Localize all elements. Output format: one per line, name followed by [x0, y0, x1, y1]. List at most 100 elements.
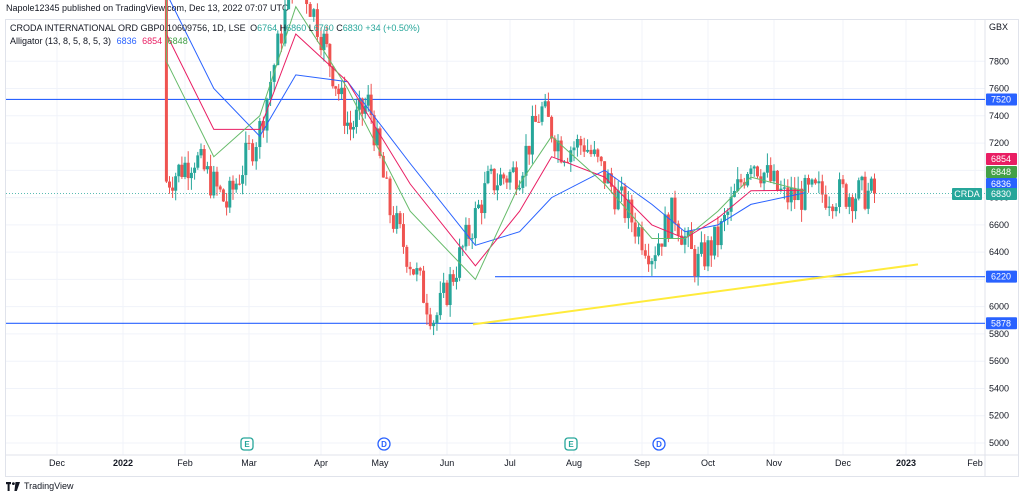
candle-body[interactable]	[489, 168, 493, 172]
candle-body[interactable]	[276, 33, 280, 66]
candle-body[interactable]	[408, 266, 412, 270]
candle-body[interactable]	[831, 206, 835, 212]
candle-body[interactable]	[869, 178, 873, 191]
candle-body[interactable]	[511, 167, 515, 172]
alligator-teeth-line[interactable]	[165, 0, 806, 267]
candle-body[interactable]	[205, 166, 209, 170]
candle-body[interactable]	[834, 206, 838, 212]
candle-body[interactable]	[189, 172, 193, 179]
candle-body[interactable]	[283, 9, 287, 44]
candle-body[interactable]	[530, 115, 534, 155]
candle-body[interactable]	[660, 243, 664, 247]
candle-body[interactable]	[495, 185, 499, 191]
candle-body[interactable]	[461, 246, 465, 248]
candle-body[interactable]	[405, 246, 409, 267]
candle-body[interactable]	[349, 122, 352, 130]
candle-body[interactable]	[334, 86, 338, 89]
candle-body[interactable]	[508, 171, 512, 183]
candle-body[interactable]	[847, 197, 851, 207]
candle-body[interactable]	[800, 188, 804, 210]
candle-body[interactable]	[502, 174, 506, 179]
candle-body[interactable]	[620, 186, 624, 191]
candle-body[interactable]	[470, 238, 474, 240]
candle-body[interactable]	[543, 101, 547, 107]
candle-body[interactable]	[415, 268, 419, 275]
candle-body[interactable]	[464, 224, 468, 247]
candle-body[interactable]	[609, 173, 613, 187]
candle-body[interactable]	[854, 198, 858, 212]
candle-body[interactable]	[723, 214, 726, 222]
candle-body[interactable]	[813, 179, 817, 184]
candle-body[interactable]	[746, 174, 750, 186]
candle-body[interactable]	[499, 174, 503, 186]
candle-body[interactable]	[375, 128, 379, 146]
candle-body[interactable]	[183, 162, 187, 177]
candle-body[interactable]	[739, 179, 743, 183]
candle-body[interactable]	[756, 166, 759, 177]
candle-body[interactable]	[357, 98, 361, 110]
candle-body[interactable]	[395, 213, 399, 229]
candle-body[interactable]	[174, 176, 178, 191]
candle-body[interactable]	[492, 168, 496, 191]
candle-body[interactable]	[749, 168, 753, 175]
candle-body[interactable]	[340, 87, 344, 95]
candle-body[interactable]	[351, 126, 355, 130]
candle-body[interactable]	[331, 66, 335, 87]
candle-body[interactable]	[643, 250, 647, 256]
candle-body[interactable]	[244, 142, 248, 176]
candle-body[interactable]	[546, 101, 550, 117]
candle-body[interactable]	[534, 115, 538, 122]
candle-body[interactable]	[775, 170, 779, 191]
candle-body[interactable]	[521, 175, 525, 188]
candle-body[interactable]	[603, 161, 607, 184]
candle-body[interactable]	[592, 149, 596, 155]
candle-body[interactable]	[514, 167, 518, 190]
candle-body[interactable]	[372, 115, 376, 146]
candle-body[interactable]	[599, 156, 603, 162]
candle-body[interactable]	[596, 149, 600, 157]
candle-body[interactable]	[716, 226, 720, 246]
candle-body[interactable]	[713, 226, 717, 256]
candle-body[interactable]	[319, 36, 323, 51]
candle-body[interactable]	[381, 155, 385, 178]
candle-body[interactable]	[234, 183, 238, 190]
candle-body[interactable]	[177, 164, 181, 177]
candle-body[interactable]	[287, 0, 291, 10]
candle-body[interactable]	[540, 106, 544, 122]
candle-body[interactable]	[258, 121, 262, 148]
alligator-lips-line[interactable]	[165, 0, 806, 281]
candle-body[interactable]	[168, 181, 171, 188]
candle-body[interactable]	[650, 261, 654, 265]
candle-body[interactable]	[398, 213, 402, 225]
candle-body[interactable]	[527, 145, 531, 155]
candle-body[interactable]	[863, 176, 867, 209]
candle-body[interactable]	[265, 98, 269, 131]
candle-body[interactable]	[388, 178, 392, 216]
candle-body[interactable]	[279, 33, 283, 44]
candle-body[interactable]	[626, 199, 630, 219]
candle-body[interactable]	[793, 187, 797, 201]
candle-body[interactable]	[709, 240, 713, 256]
candle-body[interactable]	[193, 167, 197, 173]
candle-body[interactable]	[824, 194, 828, 208]
candle-body[interactable]	[666, 214, 670, 239]
candle-body[interactable]	[422, 270, 426, 303]
candle-body[interactable]	[630, 199, 634, 223]
candle-body[interactable]	[480, 204, 484, 214]
candle-body[interactable]	[305, 0, 309, 5]
candle-body[interactable]	[251, 143, 255, 162]
candle-body[interactable]	[579, 139, 583, 146]
candle-body[interactable]	[518, 187, 522, 190]
candle-body[interactable]	[505, 178, 509, 183]
candle-body[interactable]	[673, 197, 677, 224]
candle-body[interactable]	[435, 315, 439, 324]
candle-body[interactable]	[483, 183, 487, 214]
candle-body[interactable]	[385, 177, 389, 179]
candle-body[interactable]	[807, 178, 810, 185]
candle-body[interactable]	[810, 179, 814, 185]
candle-body[interactable]	[786, 187, 790, 203]
candle-body[interactable]	[719, 221, 723, 246]
candle-body[interactable]	[803, 178, 807, 210]
candle-body[interactable]	[261, 121, 265, 131]
candle-body[interactable]	[569, 150, 573, 162]
